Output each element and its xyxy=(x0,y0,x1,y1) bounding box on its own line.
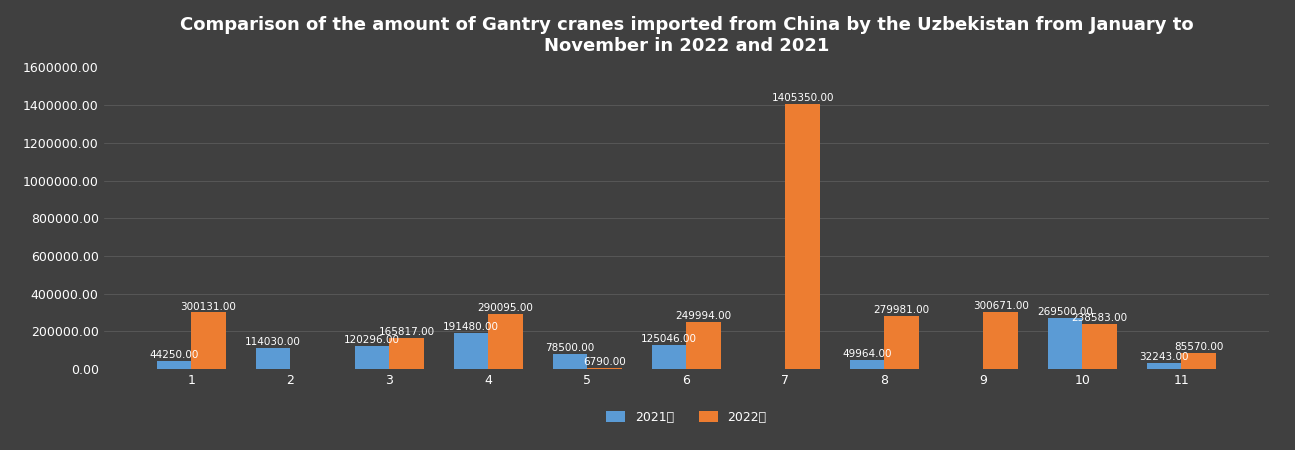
Text: 238583.00: 238583.00 xyxy=(1072,313,1128,323)
Title: Comparison of the amount of Gantry cranes imported from China by the Uzbekistan : Comparison of the amount of Gantry crane… xyxy=(180,16,1193,55)
Text: 6790.00: 6790.00 xyxy=(583,357,625,367)
Text: 125046.00: 125046.00 xyxy=(641,334,697,345)
Text: 114030.00: 114030.00 xyxy=(245,337,300,347)
Legend: 2021年, 2022年: 2021年, 2022年 xyxy=(601,406,772,429)
Text: 78500.00: 78500.00 xyxy=(545,343,594,353)
Text: 279981.00: 279981.00 xyxy=(874,305,930,315)
Text: 44250.00: 44250.00 xyxy=(149,350,198,360)
Bar xyxy=(1181,353,1216,369)
Text: 191480.00: 191480.00 xyxy=(443,322,499,332)
Bar xyxy=(588,368,622,369)
Bar xyxy=(1147,363,1181,369)
Text: 300671.00: 300671.00 xyxy=(973,302,1028,311)
Text: 85570.00: 85570.00 xyxy=(1175,342,1224,352)
Bar xyxy=(192,312,225,369)
Bar xyxy=(850,360,884,369)
Bar xyxy=(884,316,919,369)
Bar xyxy=(553,354,588,369)
Bar xyxy=(157,360,192,369)
Bar xyxy=(1083,324,1118,369)
Text: 120296.00: 120296.00 xyxy=(344,335,400,346)
Text: 249994.00: 249994.00 xyxy=(676,311,732,321)
Bar xyxy=(983,312,1018,369)
Bar xyxy=(1048,318,1083,369)
Bar xyxy=(785,104,820,369)
Text: 1405350.00: 1405350.00 xyxy=(772,93,834,103)
Text: 32243.00: 32243.00 xyxy=(1140,352,1189,362)
Text: 300131.00: 300131.00 xyxy=(180,302,237,311)
Bar xyxy=(453,333,488,369)
Bar xyxy=(686,322,721,369)
Bar xyxy=(390,338,423,369)
Bar xyxy=(355,346,390,369)
Text: 290095.00: 290095.00 xyxy=(478,303,534,313)
Bar xyxy=(255,347,290,369)
Bar xyxy=(651,346,686,369)
Bar xyxy=(488,315,523,369)
Text: 49964.00: 49964.00 xyxy=(842,349,892,359)
Text: 165817.00: 165817.00 xyxy=(378,327,435,337)
Text: 269500.00: 269500.00 xyxy=(1037,307,1093,317)
